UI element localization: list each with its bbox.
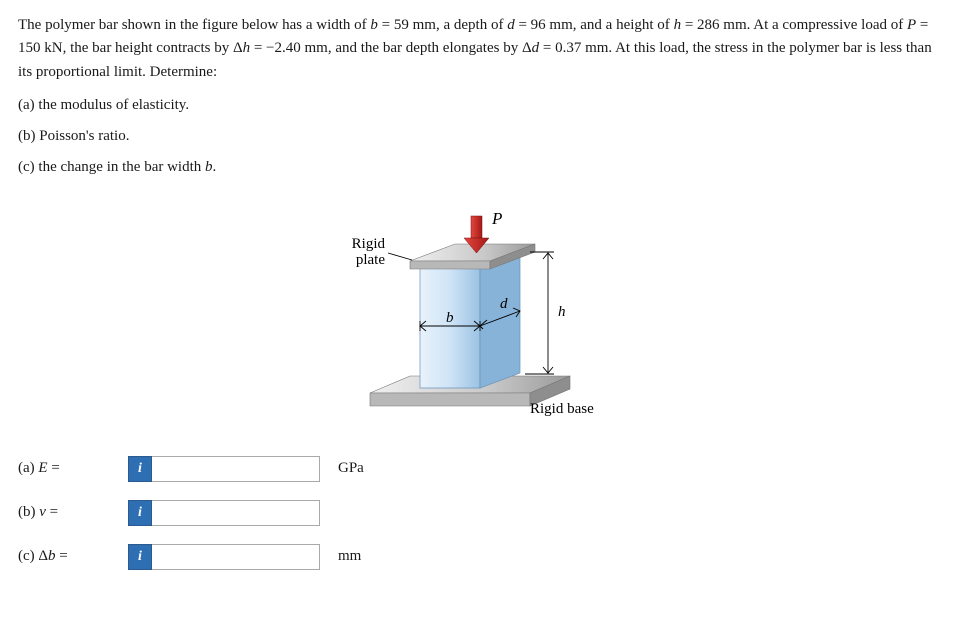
answer-c-unit: mm [338,545,361,568]
info-button-c[interactable]: i [128,544,152,570]
answer-row-a: (a) E = i GPa [18,456,942,482]
label-h: h [558,304,566,320]
part-c: (c) the change in the bar width b. [18,156,942,179]
answer-inputs: (a) E = i GPa (b) ν = i (c) Δb = i mm [18,456,942,570]
label-P: P [491,209,502,228]
answer-row-c: (c) Δb = i mm [18,544,942,570]
label-b: b [446,310,454,326]
part-a: (a) the modulus of elasticity. [18,94,942,117]
info-button-a[interactable]: i [128,456,152,482]
answer-c-input[interactable] [152,544,320,570]
problem-statement: The polymer bar shown in the figure belo… [18,14,942,180]
dim-h [525,252,554,374]
sym-d: d [507,17,515,33]
sym-b: b [370,17,378,33]
label-rigid-plate-2: plate [356,252,385,268]
sym-h: h [674,17,682,33]
label-rigid-plate-1: Rigid [352,236,386,252]
answer-b-input[interactable] [152,500,320,526]
text: = 96 mm, and a height of [515,17,674,33]
sym-dh: h [243,40,251,56]
polymer-bar [420,253,520,388]
label-rigid-base: Rigid base [530,401,594,417]
text: = 59 mm, a depth of [378,17,507,33]
text: The polymer bar shown in the figure belo… [18,17,370,33]
answer-a-input[interactable] [152,456,320,482]
figure: P Rigid plate b d h [18,198,942,428]
answer-a-label: (a) E = [18,457,128,480]
sym-dd: d [532,40,540,56]
part-b: (b) Poisson's ratio. [18,125,942,148]
polymer-bar-diagram: P Rigid plate b d h [330,198,630,428]
answer-a-unit: GPa [338,457,364,480]
answer-b-label: (b) ν = [18,501,128,524]
sym-P: P [907,17,916,33]
text: = −2.40 mm, and the bar depth elongates … [250,40,532,56]
answer-c-label: (c) Δb = [18,545,128,568]
text: = 286 mm. At a compressive load of [681,17,907,33]
answer-row-b: (b) ν = i [18,500,942,526]
label-d: d [500,296,508,312]
info-button-b[interactable]: i [128,500,152,526]
